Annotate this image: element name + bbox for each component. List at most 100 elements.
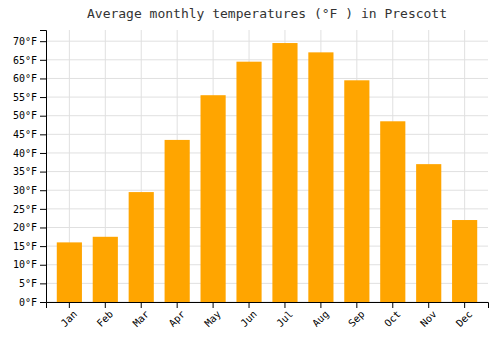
y-tick-label: 55°F <box>13 92 37 103</box>
y-tick-label: 15°F <box>13 241 37 252</box>
y-tick-mark <box>40 134 46 135</box>
y-tick-label: 0°F <box>19 297 37 308</box>
x-tick-mark <box>428 302 429 308</box>
grid-line-y <box>46 97 488 98</box>
bar <box>93 237 118 302</box>
y-tick: 20°F <box>13 222 46 233</box>
x-tick-label: Oct <box>382 308 403 329</box>
bar <box>57 242 82 302</box>
bar <box>416 164 441 302</box>
y-tick-mark <box>40 172 46 173</box>
x-tick-mark <box>177 302 178 308</box>
x-tick: Jun <box>238 302 259 329</box>
y-tick: 50°F <box>13 110 46 121</box>
y-tick-mark <box>40 60 46 61</box>
bar <box>380 121 405 302</box>
x-tick-label: Mar <box>131 308 152 329</box>
y-tick: 70°F <box>13 36 46 47</box>
x-tick: Jan <box>59 302 80 329</box>
x-tick-mark <box>141 302 142 308</box>
y-tick-label: 65°F <box>13 55 37 66</box>
x-tick: Aug <box>310 302 331 329</box>
y-tick-mark <box>40 97 46 98</box>
bar <box>308 52 333 302</box>
y-tick-label: 35°F <box>13 166 37 177</box>
y-tick: 5°F <box>19 278 46 289</box>
x-tick-label: Apr <box>167 308 188 329</box>
y-tick-label: 25°F <box>13 204 37 215</box>
x-tick: May <box>202 302 223 329</box>
y-tick-mark <box>40 153 46 154</box>
y-tick-label: 30°F <box>13 185 37 196</box>
y-tick: 10°F <box>13 259 46 270</box>
x-tick-label: Aug <box>310 308 331 329</box>
grid-line-y <box>46 134 488 135</box>
x-tick: Apr <box>167 302 188 329</box>
y-tick: 65°F <box>13 55 46 66</box>
y-tick-mark <box>40 41 46 42</box>
y-tick: 55°F <box>13 92 46 103</box>
x-tick-mark <box>69 302 70 308</box>
plot-area: 0°F 5°F 10°F 15°F 20°F 25°F 30°F 35°F 40°F 45°F 50… <box>13 30 489 329</box>
x-tick-label: Jul <box>274 308 295 329</box>
y-tick: 15°F <box>13 241 46 252</box>
x-tick-mark <box>356 302 357 308</box>
y-tick-mark <box>40 265 46 266</box>
y-tick-mark <box>40 190 46 191</box>
y-tick-mark <box>40 209 46 210</box>
x-tick-label: Feb <box>95 308 116 329</box>
bar <box>236 62 261 302</box>
x-tick: Oct <box>382 302 403 329</box>
bar <box>344 80 369 302</box>
grid <box>46 30 488 302</box>
y-tick: 45°F <box>13 129 46 140</box>
y-tick-label: 70°F <box>13 36 37 47</box>
x-tick: Sep <box>346 302 367 329</box>
y-tick: 0°F <box>19 297 46 308</box>
grid-line-y <box>46 152 488 153</box>
y-tick-mark <box>40 116 46 117</box>
x-tick-label: Nov <box>418 308 439 329</box>
grid-line-y <box>46 59 488 60</box>
y-tick-label: 40°F <box>13 148 37 159</box>
y-axis: 0°F 5°F 10°F 15°F 20°F 25°F 30°F 35°F 40°F 45°F 50… <box>13 31 47 308</box>
bar <box>129 192 154 302</box>
y-axis-line <box>40 31 47 303</box>
x-tick: Nov <box>418 302 439 329</box>
x-tick-mark <box>284 302 285 308</box>
y-tick: 30°F <box>13 185 46 196</box>
x-tick-label: Dec <box>454 308 475 329</box>
x-axis-line <box>47 303 489 309</box>
x-tick: Jul <box>274 302 295 329</box>
x-tick-label: Jun <box>238 308 259 329</box>
grid-line-y <box>46 41 488 42</box>
bar <box>272 43 297 302</box>
bar <box>165 140 190 302</box>
x-axis: Jan Feb Mar Apr May Jun Jul Aug Sep Oct Nov Dec <box>47 302 489 329</box>
y-tick-mark <box>40 78 46 79</box>
y-tick: 60°F <box>13 73 46 84</box>
bar <box>201 95 226 302</box>
y-tick-label: 45°F <box>13 129 37 140</box>
x-tick: Dec <box>454 302 475 329</box>
title: Average monthly temperatures (°F ) in Pr… <box>87 6 447 21</box>
x-tick-mark <box>213 302 214 308</box>
y-tick-label: 5°F <box>19 278 37 289</box>
y-tick-label: 60°F <box>13 73 37 84</box>
y-tick: 40°F <box>13 148 46 159</box>
x-tick-label: May <box>202 308 223 329</box>
y-tick-mark <box>40 246 46 247</box>
x-tick-mark <box>464 302 465 308</box>
y-tick-mark <box>40 283 46 284</box>
y-tick-label: 20°F <box>13 222 37 233</box>
x-tick-label: Jan <box>59 308 80 329</box>
chart-svg: 0°F 5°F 10°F 15°F 20°F 25°F 30°F 35°F 40°F 45°F 50… <box>0 0 500 350</box>
chart-container: 0°F 5°F 10°F 15°F 20°F 25°F 30°F 35°F 40°F 45°F 50… <box>0 0 500 350</box>
x-tick: Feb <box>95 302 116 329</box>
bar <box>452 220 477 302</box>
x-tick-mark <box>249 302 250 308</box>
y-tick-mark <box>40 302 46 303</box>
y-tick-label: 50°F <box>13 110 37 121</box>
y-tick: 35°F <box>13 166 46 177</box>
y-tick-label: 10°F <box>13 259 37 270</box>
